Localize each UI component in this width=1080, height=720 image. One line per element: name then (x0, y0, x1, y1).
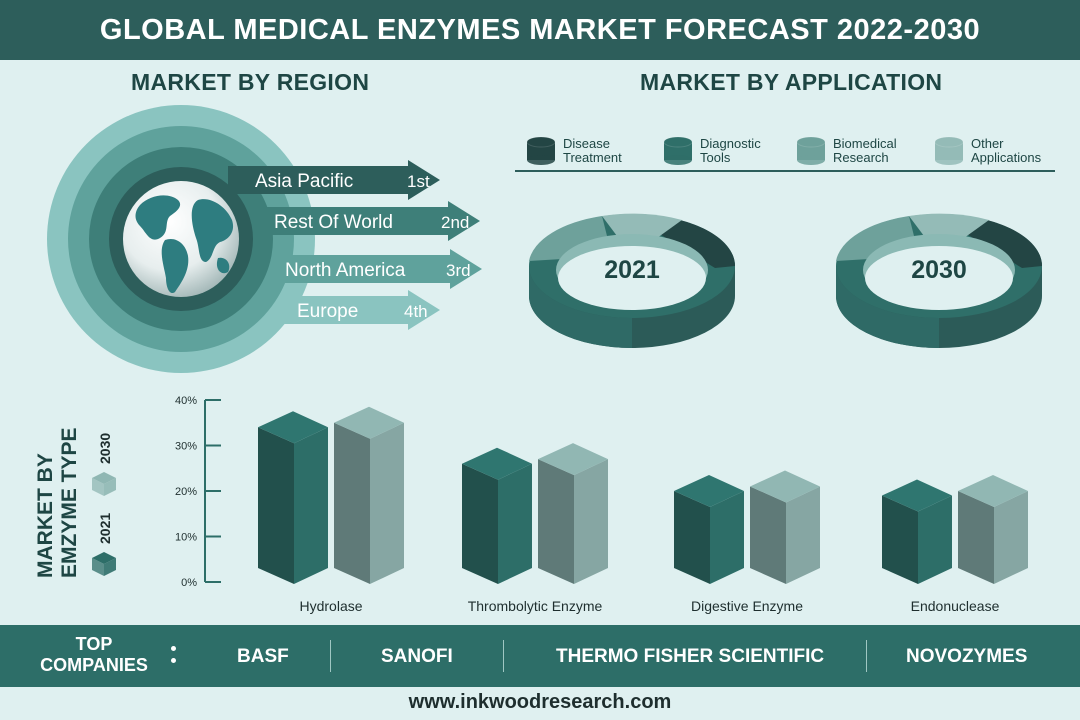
legend-2021-label: 2021 (97, 513, 113, 544)
top-companies-label: TOP COMPANIES (28, 634, 160, 676)
y-tick-label: 20% (175, 486, 197, 498)
bar-top-face (258, 411, 328, 444)
globe-icon (123, 181, 239, 297)
top-label-line1: TOP (75, 634, 113, 654)
bar-top-face (674, 475, 744, 507)
region-arrow (254, 201, 480, 241)
bar-left-face (750, 486, 786, 584)
bar-2021 (674, 475, 744, 584)
bar-2030 (334, 406, 404, 584)
y-tick-label: 10% (175, 532, 197, 544)
bar-right-face (994, 491, 1028, 584)
bar-left-face (674, 491, 710, 584)
bar-right-face (498, 463, 532, 584)
bar-top-face (958, 475, 1028, 507)
region-rank: 1st (407, 172, 430, 191)
top-companies-band (0, 625, 1080, 687)
region-title: MARKET BY REGION (131, 69, 370, 95)
region-name: Rest Of World (274, 212, 393, 233)
legend-label: Other Applications (971, 136, 1042, 165)
region-arrow (272, 249, 482, 289)
legend-2021-cube-icon (92, 552, 116, 576)
cylinder-icon (526, 136, 556, 165)
bar-2030 (538, 443, 608, 584)
donut-hole (865, 246, 1013, 310)
legend-label: Diagnostic Tools (700, 136, 761, 165)
region-arrow (282, 290, 440, 330)
bar-top-face (538, 443, 608, 476)
company-divider (330, 640, 331, 672)
bar-right-face (370, 422, 404, 584)
y-tick-label: 0% (181, 577, 197, 589)
legend-item: Other Applications (933, 136, 1061, 166)
region-name: Asia Pacific (255, 171, 353, 192)
application-title: MARKET BY APPLICATION (640, 69, 943, 95)
colon-dot-top (171, 646, 176, 651)
legend-2030-cube-icon (92, 472, 116, 496)
company-sanofi: SANOFI (381, 646, 453, 667)
region-arrow (228, 160, 440, 200)
bar-left-face (958, 491, 994, 584)
legend-label: Disease Treatment (563, 136, 622, 165)
region-rank: 4th (404, 302, 428, 321)
bar-right-face (918, 495, 952, 584)
bar-right-face (574, 459, 608, 584)
donut-year: 2030 (911, 256, 967, 284)
bar-top-face (750, 470, 820, 503)
legend-item: Disease Treatment (525, 136, 653, 166)
application-legend: Disease Treatment Diagnostic Tools Biome… (515, 136, 1055, 172)
region-name: Europe (297, 301, 358, 322)
bar-top-face (882, 479, 952, 512)
bar-top-face (334, 406, 404, 439)
cylinder-icon (934, 136, 964, 165)
company-divider (866, 640, 867, 672)
bar-2030 (750, 470, 820, 584)
cylinder-icon (796, 136, 826, 165)
region-rank: 2nd (441, 213, 469, 232)
cylinder-icon (663, 136, 693, 165)
donut-side-shade (836, 266, 939, 348)
category-label: Endonuclease (911, 598, 1000, 614)
company-basf: BASF (237, 646, 289, 667)
header-banner: GLOBAL MEDICAL ENZYMES MARKET FORECAST 2… (0, 0, 1080, 60)
legend-item: Biomedical Research (795, 136, 923, 166)
bar-left-face (258, 427, 294, 584)
company-thermo-fisher: THERMO FISHER SCIENTIFIC (556, 646, 825, 667)
colon-dot-bottom (171, 658, 176, 663)
bar-left-face (462, 463, 498, 584)
bar-right-face (294, 427, 328, 584)
legend-label: Biomedical Research (833, 136, 897, 165)
region-rank: 3rd (446, 261, 471, 280)
bar-left-face (334, 422, 370, 584)
company-divider (503, 640, 504, 672)
legend-2030-label: 2030 (97, 433, 113, 464)
website-link[interactable]: www.inkwoodresearch.com (408, 691, 672, 713)
region-name: North America (285, 260, 406, 281)
bar-2030 (958, 475, 1028, 584)
legend-item: Diagnostic Tools (662, 136, 790, 166)
donut-year: 2021 (604, 256, 660, 284)
page-title: GLOBAL MEDICAL ENZYMES MARKET FORECAST 2… (99, 13, 981, 46)
donut-side-shade (529, 266, 632, 348)
category-label: Hydrolase (299, 598, 362, 614)
category-label: Digestive Enzyme (691, 598, 803, 614)
donut-hole (558, 246, 706, 310)
category-label: Thrombolytic Enzyme (468, 598, 603, 614)
bar-top-face (462, 447, 532, 480)
bar-left-face (882, 495, 918, 584)
y-tick-label: 30% (175, 441, 197, 453)
bar-2021 (882, 479, 952, 584)
y-tick-label: 40% (175, 395, 197, 407)
bar-left-face (538, 459, 574, 584)
company-novozymes: NOVOZYMES (906, 646, 1028, 667)
bar-right-face (710, 491, 744, 584)
bar-right-face (786, 486, 820, 584)
bar-2021 (258, 411, 328, 584)
bar-2021 (462, 447, 532, 584)
top-label-line2: COMPANIES (40, 655, 148, 675)
